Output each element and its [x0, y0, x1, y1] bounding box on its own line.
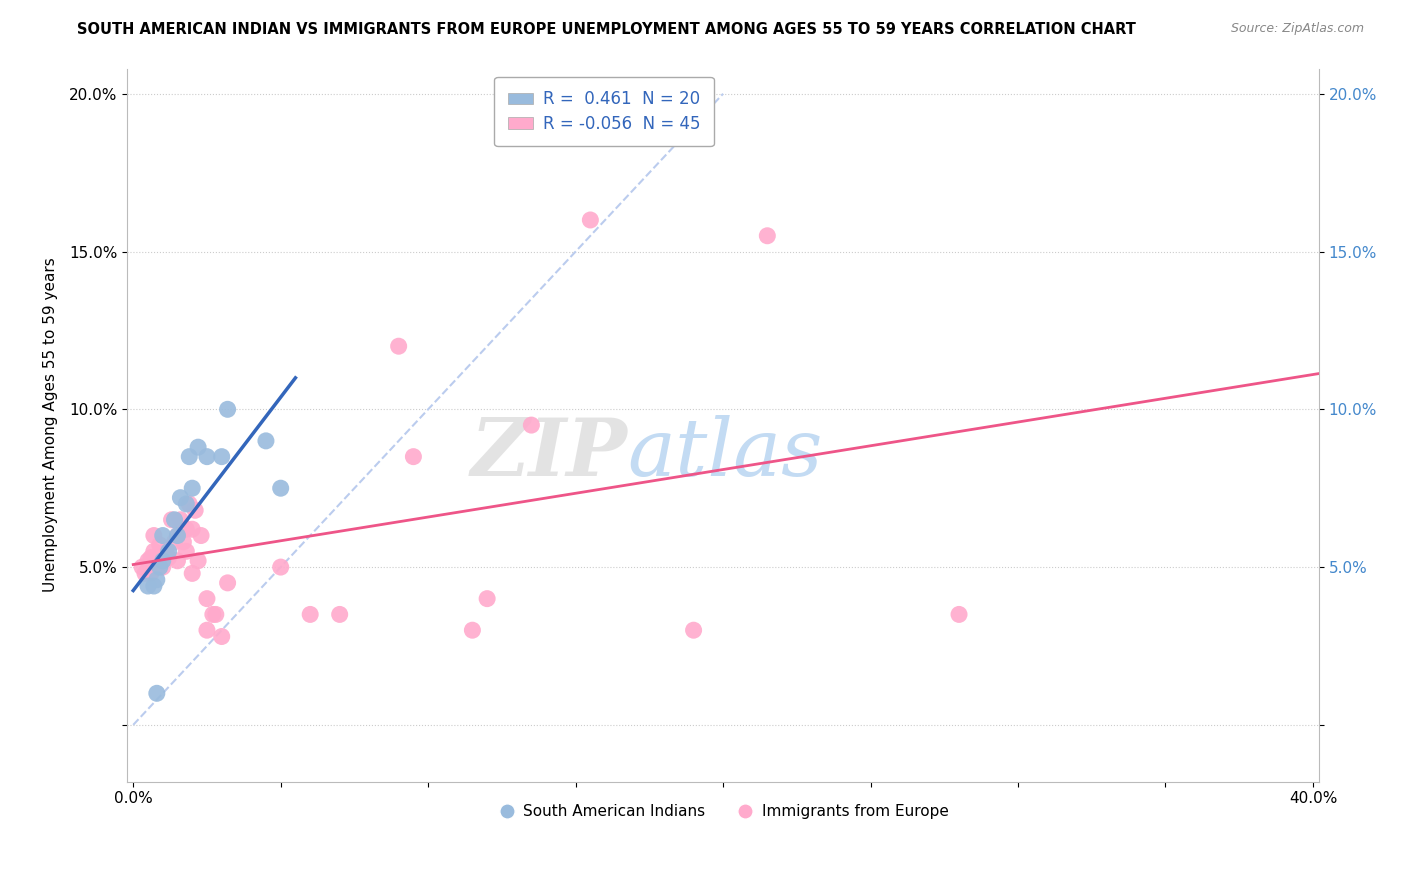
Point — [142, 544, 165, 558]
Text: SOUTH AMERICAN INDIAN VS IMMIGRANTS FROM EUROPE UNEMPLOYMENT AMONG AGES 55 TO 59: SOUTH AMERICAN INDIAN VS IMMIGRANTS FROM… — [77, 22, 1136, 37]
Point — [520, 418, 543, 433]
Point — [169, 491, 191, 505]
Point — [217, 402, 239, 417]
Point — [157, 544, 180, 558]
Point — [157, 550, 180, 565]
Point — [152, 554, 174, 568]
Point — [139, 566, 162, 581]
Point — [169, 513, 191, 527]
Point — [948, 607, 970, 622]
Point — [179, 450, 201, 464]
Point — [166, 528, 188, 542]
Point — [187, 440, 209, 454]
Y-axis label: Unemployment Among Ages 55 to 59 years: Unemployment Among Ages 55 to 59 years — [44, 258, 58, 592]
Point — [579, 213, 602, 227]
Point — [149, 538, 172, 552]
Point — [146, 554, 169, 568]
Point — [176, 544, 198, 558]
Point — [184, 503, 207, 517]
Text: ZIP: ZIP — [471, 415, 627, 492]
Point — [190, 528, 212, 542]
Point — [402, 450, 425, 464]
Point — [461, 624, 484, 638]
Point — [176, 522, 198, 536]
Point — [131, 560, 153, 574]
Text: atlas: atlas — [627, 415, 823, 492]
Point — [146, 573, 169, 587]
Point — [682, 624, 704, 638]
Point — [152, 560, 174, 574]
Point — [139, 550, 162, 565]
Text: Source: ZipAtlas.com: Source: ZipAtlas.com — [1230, 22, 1364, 36]
Point — [270, 481, 292, 495]
Point — [160, 513, 183, 527]
Point — [155, 544, 177, 558]
Point — [134, 566, 156, 581]
Point — [299, 607, 322, 622]
Point — [211, 450, 233, 464]
Point — [166, 528, 188, 542]
Point — [152, 528, 174, 542]
Point — [181, 481, 204, 495]
Point — [176, 497, 198, 511]
Point — [254, 434, 277, 448]
Point — [475, 591, 498, 606]
Point — [163, 513, 186, 527]
Point — [181, 522, 204, 536]
Point — [195, 624, 218, 638]
Point — [195, 450, 218, 464]
Point — [195, 591, 218, 606]
Point — [204, 607, 226, 622]
Point — [146, 686, 169, 700]
Legend: South American Indians, Immigrants from Europe: South American Indians, Immigrants from … — [491, 798, 955, 825]
Point — [142, 528, 165, 542]
Point — [211, 630, 233, 644]
Point — [270, 560, 292, 574]
Point — [756, 228, 779, 243]
Point — [187, 554, 209, 568]
Point — [201, 607, 224, 622]
Point — [329, 607, 352, 622]
Point — [217, 575, 239, 590]
Point — [142, 579, 165, 593]
Point — [136, 579, 159, 593]
Point — [146, 560, 169, 574]
Point — [136, 554, 159, 568]
Point — [388, 339, 411, 353]
Point — [166, 554, 188, 568]
Point — [181, 566, 204, 581]
Point — [163, 534, 186, 549]
Point — [179, 497, 201, 511]
Point — [172, 534, 194, 549]
Point — [149, 560, 172, 574]
